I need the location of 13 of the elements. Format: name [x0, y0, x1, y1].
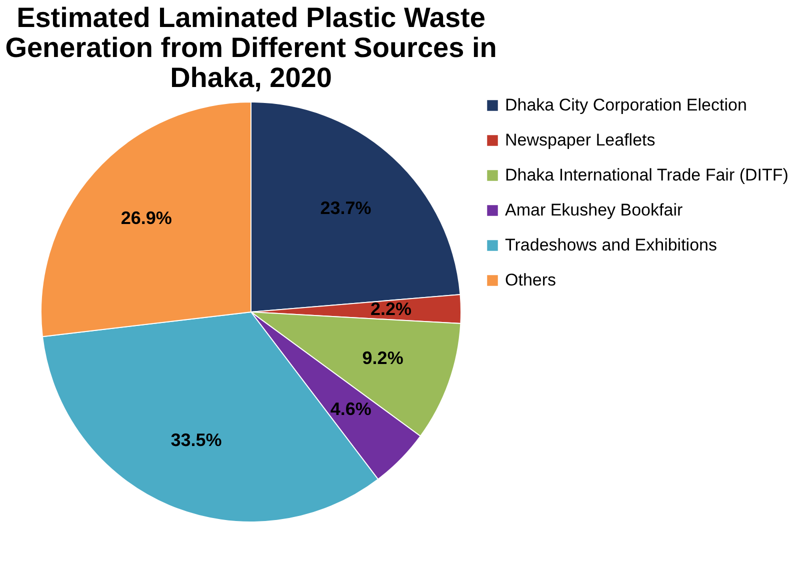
legend-label: Newspaper Leaflets	[505, 130, 656, 150]
data-label: 9.2%	[362, 348, 404, 368]
data-label: 4.6%	[330, 399, 372, 420]
legend-label: Others	[505, 270, 556, 290]
chart-title: Estimated Laminated Plastic Waste Generation from Different Sources in Dhaka, 2020	[5, 2, 497, 93]
legend-label: Dhaka City Corporation Election	[505, 96, 747, 114]
legend-label: Amar Ekushey Bookfair	[505, 200, 683, 220]
data-label: 23.7%	[320, 198, 372, 218]
legend-label: Tradeshows and Exhibitions	[505, 236, 717, 254]
legend-label: Dhaka International Trade Fair (DITF)	[505, 166, 788, 184]
data-label: 33.5%	[170, 430, 222, 450]
data-label: 2.2%	[370, 299, 412, 320]
data-label: 26.9%	[120, 208, 172, 228]
